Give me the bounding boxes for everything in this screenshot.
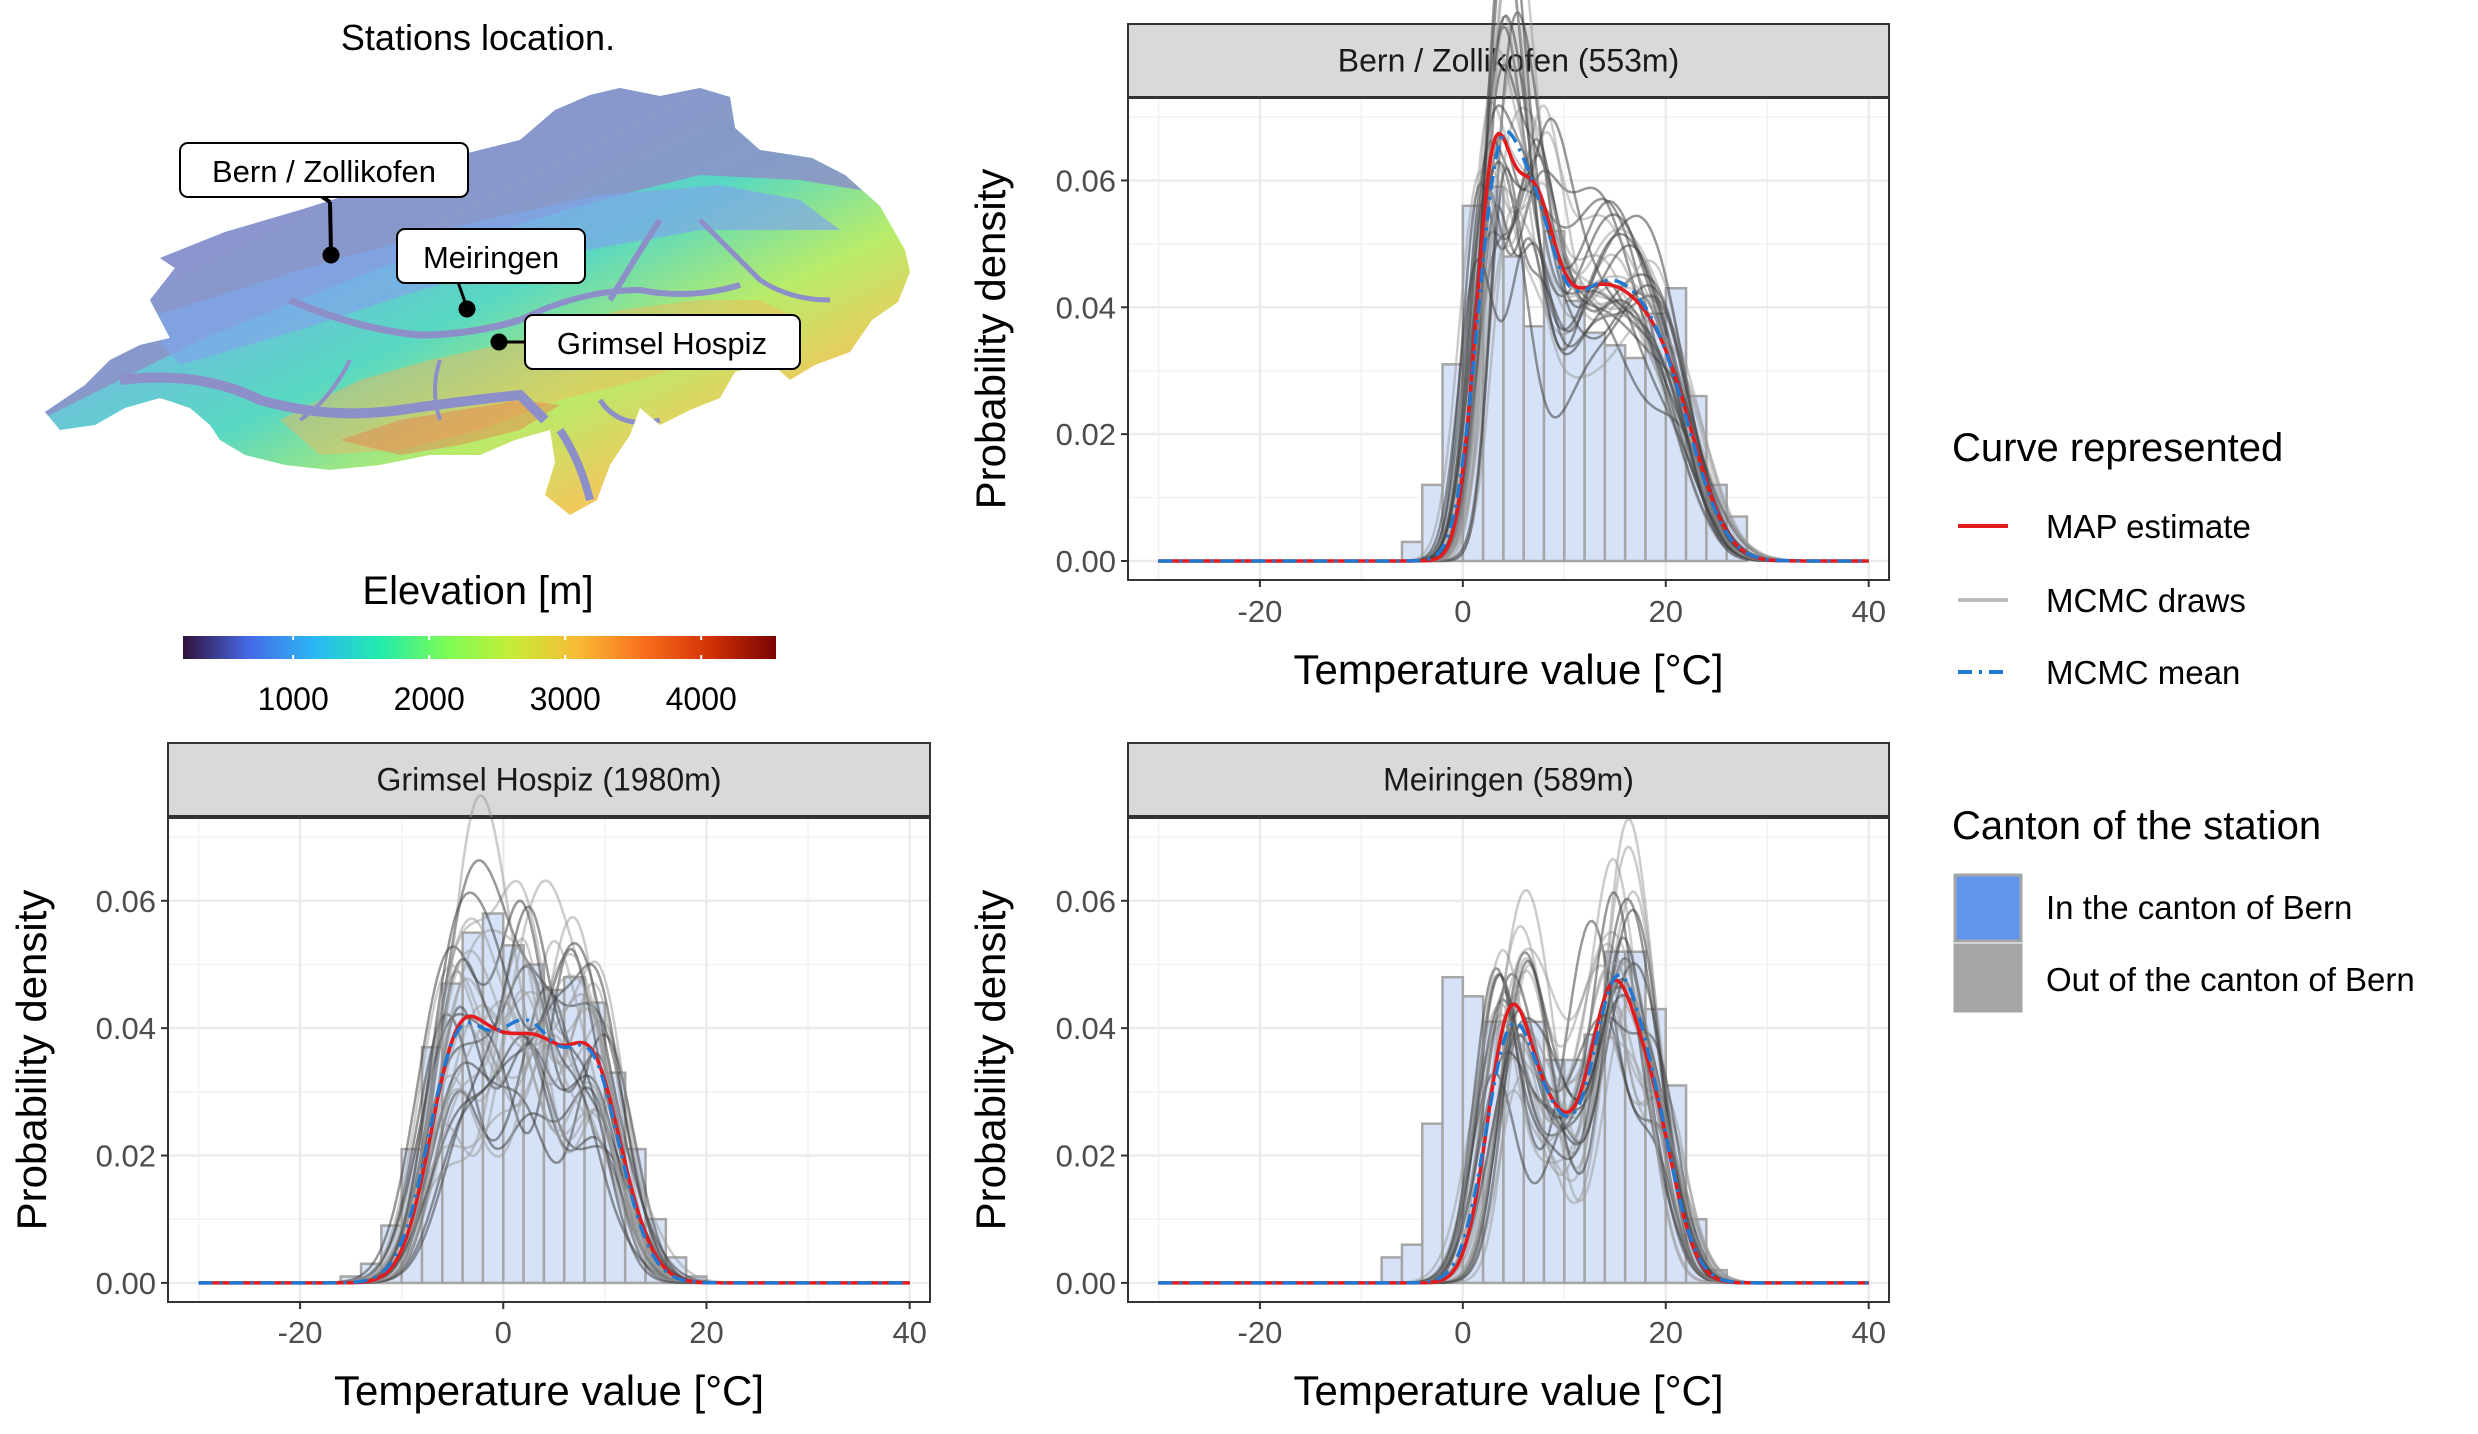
panel-bern: Bern / Zollikofen (553m)-20 0 20 40Temperat… xyxy=(967,0,1890,693)
y-tick-label: 0.00 xyxy=(96,1266,156,1301)
x-tick-label: -20 xyxy=(278,1315,323,1350)
x-axis-label: Temperature value [°C] xyxy=(334,1367,764,1414)
x-tick-label: 40 xyxy=(1851,594,1885,629)
histogram-bar xyxy=(1400,1243,1424,1285)
y-axis-label: Probability density xyxy=(967,169,1014,510)
y-tick-label: 0.00 xyxy=(1056,1266,1116,1301)
x-tick-label: 0 xyxy=(1454,1315,1471,1350)
colorbar-tick-label: 4000 xyxy=(666,681,737,717)
station-marker-bern: Bern / Zollikofen xyxy=(179,142,469,264)
x-tick-label: 40 xyxy=(892,1315,926,1350)
legend-key-in-bern xyxy=(1953,873,2023,943)
x-axis: -20 0 20 40 Temperature value [°C] xyxy=(278,1302,927,1414)
switzerland-terrain xyxy=(45,88,910,515)
y-tick-label: 0.00 xyxy=(1056,544,1116,579)
x-axis: -20 0 20 40 Temperature value [°C] xyxy=(1238,1302,1886,1414)
y-axis: 0.00 0.02 0.04 0.06 Probability density xyxy=(8,884,168,1301)
legend-key-out-bern xyxy=(1953,943,2023,1013)
x-tick-label: 20 xyxy=(1649,1315,1683,1350)
station-label-box xyxy=(179,142,469,198)
panel-grimsel: Grimsel Hospiz (1980m) -20 0 20 40 Temperatur… xyxy=(8,742,931,1414)
colorbar-title: Elevation [m] xyxy=(362,569,593,613)
station-label: Bern / Zollikofen xyxy=(212,154,436,189)
station-label-box xyxy=(524,314,801,370)
y-tick-label: 0.04 xyxy=(1056,1011,1116,1046)
y-tick-label: 0.02 xyxy=(96,1139,156,1174)
map-estimate-line xyxy=(1158,978,1869,1285)
colorbar-tick-label: 3000 xyxy=(530,681,601,717)
mcmc-mean-line xyxy=(1158,130,1869,563)
y-tick-label: 0.06 xyxy=(96,884,156,919)
legend-item-map: MAP estimate xyxy=(1958,508,2251,545)
legend-curve-title: Curve represented xyxy=(1952,426,2283,470)
station-label: Grimsel Hospiz xyxy=(557,326,767,361)
station-point xyxy=(490,333,508,351)
station-label-box xyxy=(396,228,586,284)
legend-canton-title: Canton of the station xyxy=(1952,804,2321,848)
x-tick-label: 0 xyxy=(1454,594,1471,629)
legend-label: MCMC mean xyxy=(2046,654,2240,691)
histogram-bar xyxy=(1522,325,1546,563)
legend-item-draws: MCMC draws xyxy=(1958,582,2246,619)
map-title: Stations location. xyxy=(341,17,615,58)
legend-item-in-bern: In the canton of Bern xyxy=(1953,873,2352,943)
x-tick-label: -20 xyxy=(1238,594,1283,629)
colorbar-tick-label: 1000 xyxy=(258,681,329,717)
legend-label: In the canton of Bern xyxy=(2046,889,2352,926)
legend-label: MAP estimate xyxy=(2046,508,2251,545)
y-tick-label: 0.02 xyxy=(1056,1139,1116,1174)
y-tick-label: 0.02 xyxy=(1056,417,1116,452)
legend-label: MCMC draws xyxy=(2046,582,2246,619)
y-tick-label: 0.04 xyxy=(1056,290,1116,325)
colorbar-ticks: 1000 2000 3000 4000 xyxy=(258,636,737,717)
station-map: Stations location. xyxy=(45,17,910,717)
colorbar-tick-label: 2000 xyxy=(394,681,465,717)
elevation-colorbar: Elevation [m] 1000 2000 3000 4000 xyxy=(183,569,776,717)
x-axis-label: Temperature value [°C] xyxy=(1294,646,1724,693)
panel-title: Grimsel Hospiz (1980m) xyxy=(377,762,722,798)
panel-border xyxy=(167,817,931,1303)
y-tick-label: 0.06 xyxy=(1056,884,1116,919)
map-estimate-line xyxy=(198,1014,910,1285)
y-tick-label: 0.04 xyxy=(96,1011,156,1046)
histogram-bar xyxy=(1380,1256,1404,1285)
station-marker-meiringen: Meiringen xyxy=(396,228,586,318)
y-axis: 0.00 0.02 0.04 0.06 Probability density xyxy=(967,163,1128,579)
y-axis: 0.00 0.02 0.04 0.06 Probability density xyxy=(967,884,1128,1301)
x-tick-label: -20 xyxy=(1238,1315,1283,1350)
colorbar-ramp xyxy=(183,636,776,659)
histogram-bar xyxy=(1502,255,1525,563)
x-axis: -20 0 20 40 Temperature value [°C] xyxy=(1238,580,1886,693)
x-tick-label: 20 xyxy=(689,1315,723,1350)
panel-meiringen: Meiringen (589m) -20 0 20 40 Temperature valu… xyxy=(967,742,1890,1414)
panel-strip xyxy=(1127,742,1890,817)
x-tick-label: 20 xyxy=(1649,594,1683,629)
station-point xyxy=(458,300,476,318)
legend-label: Out of the canton of Bern xyxy=(2046,961,2415,998)
y-tick-label: 0.06 xyxy=(1056,163,1116,198)
panel-title: Meiringen (589m) xyxy=(1383,762,1634,798)
y-axis-label: Probability density xyxy=(967,890,1014,1231)
legend-item-out-bern: Out of the canton of Bern xyxy=(1953,943,2415,1013)
panel-border xyxy=(1127,817,1890,1303)
y-axis-label: Probability density xyxy=(8,890,55,1231)
station-point xyxy=(322,246,340,264)
histogram-bar xyxy=(1623,356,1647,563)
station-marker-grimsel: Grimsel Hospiz xyxy=(490,314,801,370)
x-tick-label: 0 xyxy=(495,1315,512,1350)
x-tick-label: 40 xyxy=(1851,1315,1885,1350)
legend-item-mean: MCMC mean xyxy=(1958,654,2240,691)
x-axis-label: Temperature value [°C] xyxy=(1294,1367,1724,1414)
panel-border xyxy=(1127,97,1890,581)
legend: Curve represented MAP estimate MCMC draw… xyxy=(1952,426,2415,1013)
histogram-bar xyxy=(1603,344,1627,563)
panel-strip xyxy=(167,742,931,817)
station-label: Meiringen xyxy=(423,240,559,275)
